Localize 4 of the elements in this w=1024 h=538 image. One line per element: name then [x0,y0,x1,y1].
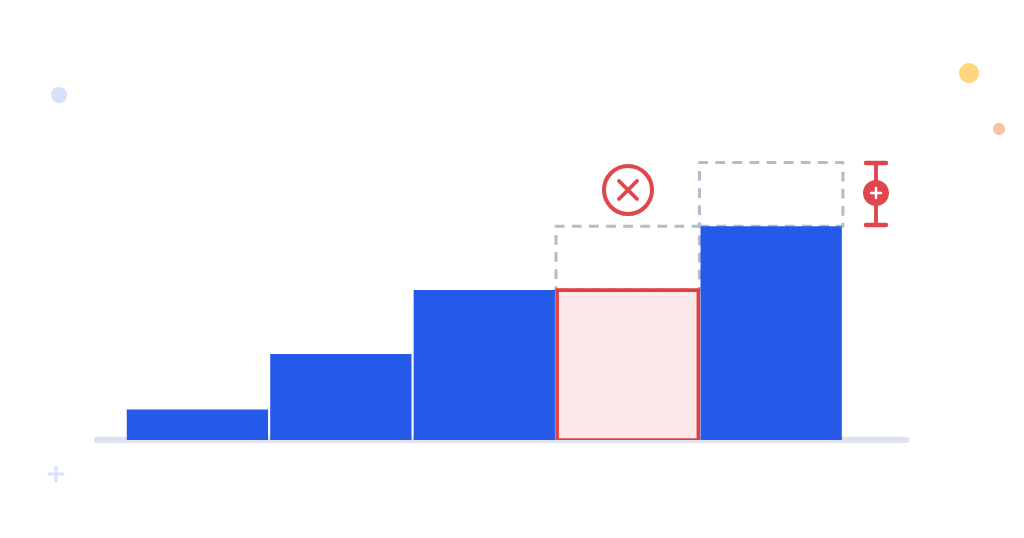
bar [126,409,269,440]
bar [413,290,555,440]
bar [270,353,412,440]
bar [700,226,842,440]
